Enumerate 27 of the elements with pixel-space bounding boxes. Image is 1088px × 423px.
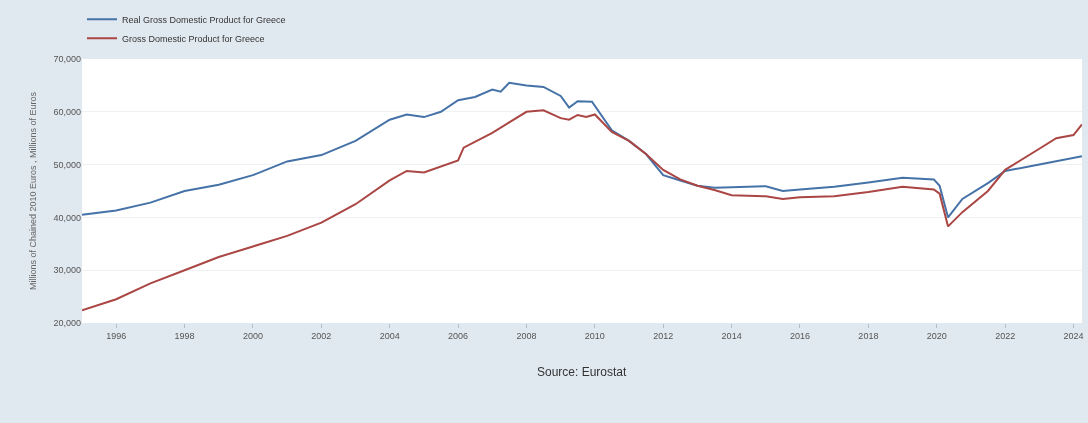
- x-tick-label: 2000: [242, 330, 263, 341]
- y-tick-label: 60,000: [53, 106, 81, 117]
- y-tick-label: 70,000: [53, 54, 81, 65]
- y-tick-label: 30,000: [53, 265, 81, 276]
- x-tick-label: 2022: [995, 330, 1016, 341]
- x-tick-label: 1996: [106, 330, 127, 341]
- x-tick-label: 2024: [1063, 330, 1084, 341]
- x-tick-label: 2018: [858, 330, 879, 341]
- x-tick-label: 2012: [653, 330, 674, 341]
- x-tick-label: 2010: [584, 330, 605, 341]
- legend-label: Real Gross Domestic Product for Greece: [122, 14, 286, 25]
- line-series: [82, 109, 1082, 312]
- x-tick-label: 2014: [721, 330, 742, 341]
- source-note: Source: Eurostat: [537, 365, 628, 379]
- x-tick-label: 1998: [174, 330, 195, 341]
- x-tick-label: 2006: [448, 330, 469, 341]
- y-tick-label: 50,000: [53, 159, 81, 170]
- x-tick-label: 2020: [926, 330, 947, 341]
- y-axis-title: Millions of Chained 2010 Euros , Millions of Euros: [27, 91, 38, 291]
- x-tick-label: 2016: [789, 330, 810, 341]
- x-tick-label: 2008: [516, 330, 537, 341]
- legend-label: Gross Domestic Product for Greece: [122, 33, 265, 44]
- x-tick-label: 2002: [311, 330, 332, 341]
- x-tick-label: 2004: [379, 330, 400, 341]
- y-tick-label: 40,000: [53, 212, 81, 223]
- line-series: [82, 81, 1082, 219]
- y-tick-label: 20,000: [53, 318, 81, 329]
